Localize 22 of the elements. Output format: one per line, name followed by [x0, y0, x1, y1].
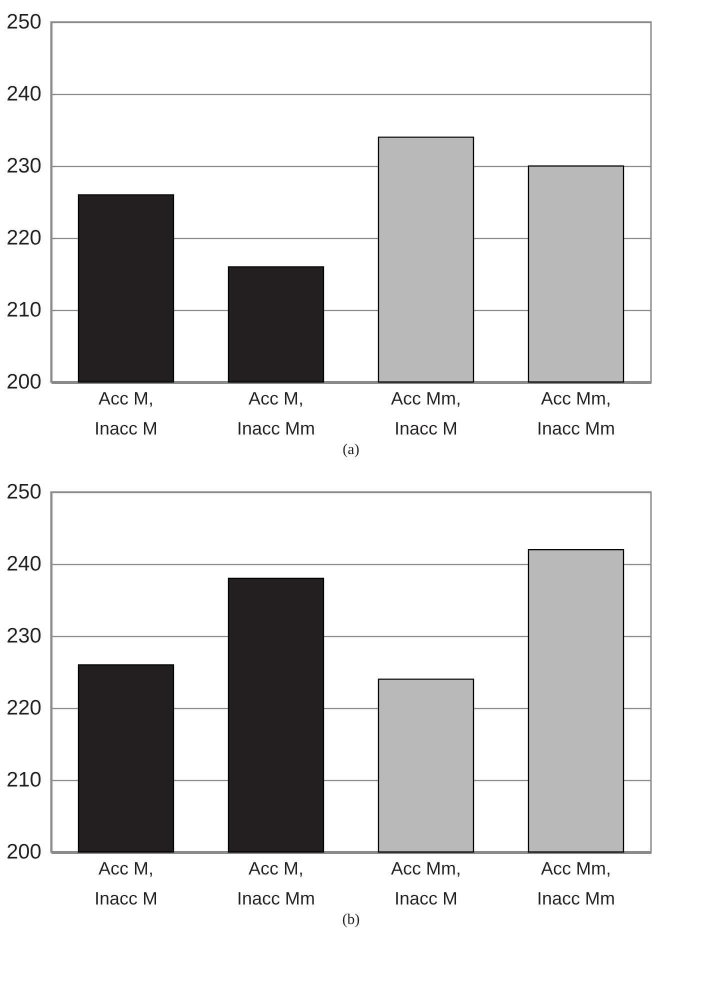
x-tick-label: Acc M, Inacc M — [94, 858, 158, 908]
y-tick-label: 200 — [6, 370, 42, 394]
y-tick-label: 240 — [6, 82, 42, 106]
y-tick-label: 210 — [6, 298, 42, 322]
x-tick-label: Acc M, Inacc Mm — [236, 388, 316, 438]
x-tick-label: Acc Mm, Inacc M — [391, 388, 461, 438]
x-tick-label: Acc Mm, Inacc M — [391, 858, 461, 908]
x-tick-label: Acc M, Inacc M — [94, 388, 158, 438]
y-tick-label: 230 — [6, 154, 42, 178]
x-tick-label: Acc Mm, Inacc Mm — [536, 858, 616, 908]
y-tick-label: 240 — [6, 552, 42, 576]
y-tick-label: 200 — [6, 840, 42, 864]
y-tick-label: 210 — [6, 768, 42, 792]
y-tick-label: 220 — [6, 696, 42, 720]
text: (b) — [342, 912, 360, 928]
y-tick-label: 220 — [6, 226, 42, 250]
x-tick-label: Acc M, Inacc Mm — [236, 858, 316, 908]
y-tick-label: 230 — [6, 624, 42, 648]
y-tick-label: 250 — [6, 480, 42, 504]
y-tick-label: 250 — [6, 10, 42, 34]
x-tick-label: Acc Mm, Inacc Mm — [536, 388, 616, 438]
text: (a) — [342, 442, 360, 458]
